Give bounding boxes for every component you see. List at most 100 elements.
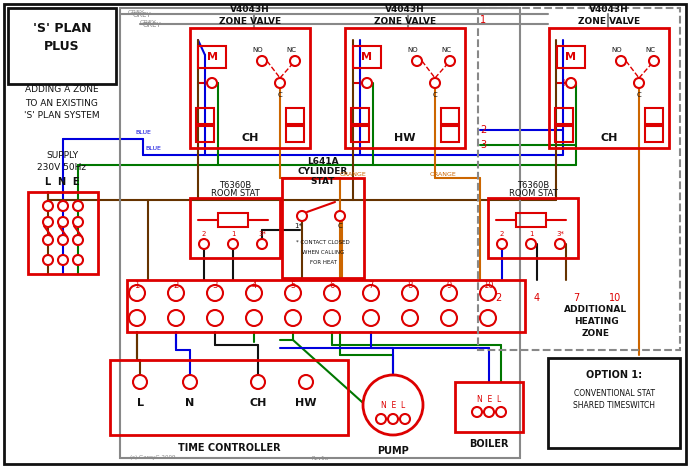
Bar bbox=[645, 108, 663, 124]
Circle shape bbox=[376, 414, 386, 424]
Text: GREY: GREY bbox=[128, 9, 145, 15]
Circle shape bbox=[634, 78, 644, 88]
Circle shape bbox=[496, 407, 506, 417]
Circle shape bbox=[324, 310, 340, 326]
Text: L: L bbox=[137, 398, 144, 408]
Text: CH: CH bbox=[241, 133, 259, 143]
Text: ZONE VALVE: ZONE VALVE bbox=[578, 16, 640, 25]
Text: ROOM STAT: ROOM STAT bbox=[509, 190, 558, 198]
Bar bbox=[351, 126, 369, 142]
Circle shape bbox=[207, 78, 217, 88]
Text: M: M bbox=[206, 52, 217, 62]
Text: V4043H: V4043H bbox=[589, 6, 629, 15]
Circle shape bbox=[58, 255, 68, 265]
Circle shape bbox=[441, 285, 457, 301]
Text: 2: 2 bbox=[201, 231, 206, 237]
Bar bbox=[28, 192, 98, 274]
Text: SHARED TIMESWITCH: SHARED TIMESWITCH bbox=[573, 402, 655, 410]
Text: ORANGE: ORANGE bbox=[340, 171, 367, 176]
Circle shape bbox=[566, 78, 576, 88]
Text: ZONE: ZONE bbox=[582, 329, 610, 338]
Circle shape bbox=[58, 201, 68, 211]
Bar bbox=[190, 28, 310, 148]
Bar bbox=[488, 198, 578, 258]
Bar bbox=[555, 108, 573, 124]
Circle shape bbox=[246, 310, 262, 326]
Text: 3*: 3* bbox=[556, 231, 564, 237]
Circle shape bbox=[363, 375, 423, 435]
Circle shape bbox=[412, 56, 422, 66]
Text: 1: 1 bbox=[480, 15, 486, 25]
Text: (c) GareyG 2009: (c) GareyG 2009 bbox=[130, 455, 175, 461]
Text: 8: 8 bbox=[407, 281, 413, 291]
Text: * CONTACT CLOSED: * CONTACT CLOSED bbox=[296, 241, 350, 246]
Text: CONVENTIONAL STAT: CONVENTIONAL STAT bbox=[573, 388, 655, 397]
Bar bbox=[645, 126, 663, 142]
Circle shape bbox=[58, 217, 68, 227]
Text: 2: 2 bbox=[480, 125, 486, 135]
Circle shape bbox=[43, 217, 53, 227]
Text: FOR HEAT: FOR HEAT bbox=[310, 261, 337, 265]
Text: L  N  E: L N E bbox=[45, 177, 79, 187]
Circle shape bbox=[402, 285, 418, 301]
Circle shape bbox=[58, 235, 68, 245]
Text: CYLINDER: CYLINDER bbox=[298, 167, 348, 176]
Circle shape bbox=[251, 375, 265, 389]
Text: CH: CH bbox=[600, 133, 618, 143]
Text: HW: HW bbox=[295, 398, 317, 408]
Text: TIME CONTROLLER: TIME CONTROLLER bbox=[178, 443, 280, 453]
Circle shape bbox=[207, 285, 223, 301]
Bar bbox=[198, 46, 226, 68]
Text: 10: 10 bbox=[609, 293, 621, 303]
Bar bbox=[286, 126, 304, 142]
Text: N: N bbox=[186, 398, 195, 408]
Text: HW: HW bbox=[394, 133, 416, 143]
Text: WHEN CALLING: WHEN CALLING bbox=[302, 250, 344, 256]
Text: 7: 7 bbox=[368, 281, 374, 291]
Circle shape bbox=[497, 239, 507, 249]
Text: STAT: STAT bbox=[310, 177, 335, 187]
Circle shape bbox=[129, 310, 145, 326]
Bar bbox=[120, 8, 520, 458]
Bar bbox=[196, 108, 214, 124]
Text: NO: NO bbox=[408, 47, 418, 53]
Text: N  E  L: N E L bbox=[381, 401, 405, 410]
Circle shape bbox=[290, 56, 300, 66]
Circle shape bbox=[73, 255, 83, 265]
Text: NC: NC bbox=[441, 47, 451, 53]
Text: SUPPLY: SUPPLY bbox=[46, 151, 78, 160]
Text: C: C bbox=[637, 92, 642, 98]
Text: 'S' PLAN SYSTEM: 'S' PLAN SYSTEM bbox=[24, 111, 100, 120]
Bar bbox=[478, 8, 680, 350]
Circle shape bbox=[73, 235, 83, 245]
Text: C: C bbox=[277, 92, 282, 98]
Circle shape bbox=[228, 239, 238, 249]
Text: 2: 2 bbox=[500, 231, 504, 237]
Text: TO AN EXISTING: TO AN EXISTING bbox=[26, 98, 99, 108]
Text: L641A: L641A bbox=[307, 156, 339, 166]
Text: NO: NO bbox=[612, 47, 622, 53]
Circle shape bbox=[299, 375, 313, 389]
Bar bbox=[441, 126, 459, 142]
Text: 9: 9 bbox=[446, 281, 452, 291]
Circle shape bbox=[616, 56, 626, 66]
Circle shape bbox=[363, 285, 379, 301]
Circle shape bbox=[168, 310, 184, 326]
Circle shape bbox=[246, 285, 262, 301]
Text: |: | bbox=[203, 80, 205, 87]
Circle shape bbox=[472, 407, 482, 417]
Text: 2: 2 bbox=[173, 281, 179, 291]
Circle shape bbox=[388, 414, 398, 424]
Circle shape bbox=[526, 239, 536, 249]
Text: BOILER: BOILER bbox=[469, 439, 509, 449]
Text: OPTION 1:: OPTION 1: bbox=[586, 370, 642, 380]
Text: 6: 6 bbox=[329, 281, 335, 291]
Circle shape bbox=[430, 78, 440, 88]
Text: ADDITIONAL: ADDITIONAL bbox=[564, 306, 628, 314]
Text: T6360B: T6360B bbox=[219, 181, 251, 190]
Bar bbox=[286, 108, 304, 124]
Circle shape bbox=[183, 375, 197, 389]
Text: GREY: GREY bbox=[140, 20, 157, 24]
Circle shape bbox=[207, 310, 223, 326]
Circle shape bbox=[285, 285, 301, 301]
